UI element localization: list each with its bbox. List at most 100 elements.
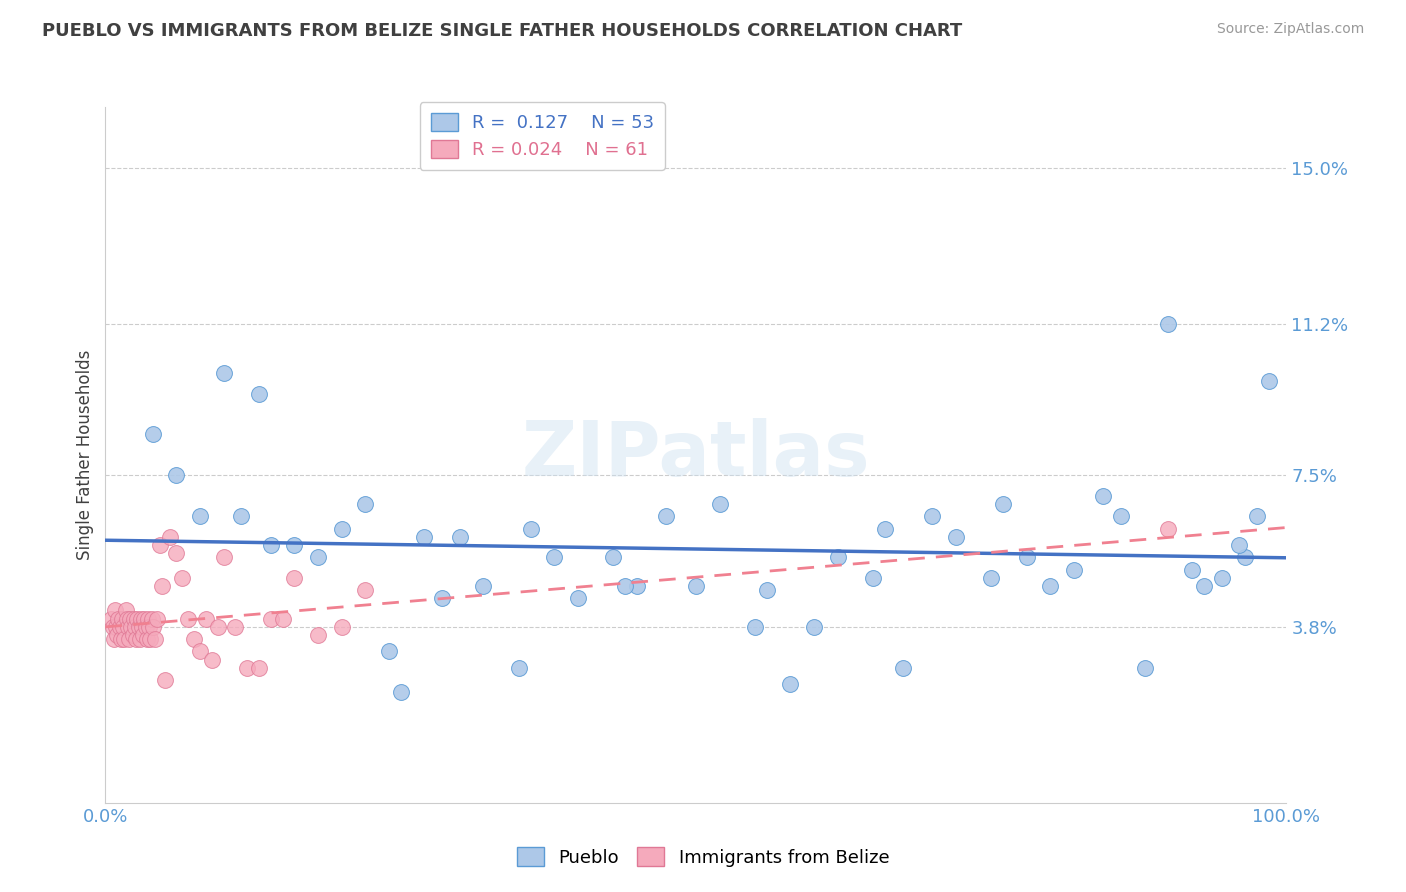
Point (120, 620, 142, 634)
Point (1109, 509, 1132, 524)
Point (159, 530, 181, 544)
Point (142, 427, 165, 442)
Point (172, 571, 194, 585)
Point (139, 632, 162, 646)
Point (188, 509, 211, 524)
Point (131, 620, 153, 634)
Point (124, 620, 146, 634)
Point (862, 571, 884, 585)
Point (247, 386, 270, 401)
Point (330, 620, 353, 634)
Point (567, 591, 589, 606)
Point (260, 612, 283, 626)
Point (129, 612, 152, 626)
Point (122, 612, 145, 626)
Point (614, 579, 637, 593)
Point (378, 644, 401, 658)
Point (112, 620, 135, 634)
Point (135, 632, 157, 646)
Point (655, 509, 678, 524)
Point (389, 685, 412, 699)
Point (212, 550, 235, 565)
Point (142, 620, 165, 634)
Point (117, 620, 139, 634)
Point (1227, 538, 1250, 552)
Point (118, 632, 141, 646)
Point (472, 579, 495, 593)
Point (165, 546, 187, 560)
Point (125, 632, 148, 646)
Point (1157, 522, 1180, 536)
Point (1015, 550, 1038, 565)
Point (236, 661, 259, 675)
Point (1133, 661, 1156, 675)
Text: ZIPatlas: ZIPatlas (522, 418, 870, 491)
Point (105, 620, 128, 634)
Point (188, 644, 211, 658)
Point (307, 628, 329, 642)
Point (1257, 374, 1279, 388)
Point (260, 538, 283, 552)
Point (508, 661, 530, 675)
Point (1063, 562, 1085, 576)
Point (110, 632, 132, 646)
Point (354, 582, 377, 597)
Point (803, 620, 825, 634)
Point (105, 628, 128, 642)
Point (519, 522, 541, 536)
Point (143, 632, 166, 646)
Point (1157, 317, 1180, 331)
Point (141, 612, 163, 626)
Point (121, 628, 143, 642)
Point (132, 628, 155, 642)
Point (128, 620, 150, 634)
Point (194, 612, 217, 626)
Point (1092, 489, 1115, 503)
Point (271, 612, 294, 626)
Point (921, 509, 943, 524)
Point (165, 468, 187, 483)
Point (108, 620, 131, 634)
Point (945, 530, 967, 544)
Point (150, 579, 173, 593)
Point (207, 620, 229, 634)
Point (307, 550, 329, 565)
Point (1181, 562, 1204, 576)
Point (101, 620, 124, 634)
Point (247, 661, 270, 675)
Legend: Pueblo, Immigrants from Belize: Pueblo, Immigrants from Belize (509, 840, 897, 874)
Point (685, 579, 707, 593)
Point (330, 522, 353, 536)
Point (873, 522, 896, 536)
Point (1246, 509, 1268, 524)
Point (354, 497, 377, 511)
Point (135, 620, 157, 634)
Point (183, 632, 205, 646)
Point (543, 550, 565, 565)
Point (744, 620, 766, 634)
Text: Source: ZipAtlas.com: Source: ZipAtlas.com (1216, 22, 1364, 37)
Point (120, 612, 142, 626)
Point (449, 530, 471, 544)
Point (779, 677, 801, 691)
Point (177, 612, 200, 626)
Point (709, 497, 731, 511)
Point (1211, 571, 1233, 585)
Point (115, 612, 138, 626)
Point (153, 673, 176, 687)
Point (626, 579, 648, 593)
Point (1192, 579, 1215, 593)
Point (114, 603, 136, 617)
Point (111, 612, 134, 626)
Point (891, 661, 914, 675)
Point (134, 612, 156, 626)
Point (430, 591, 453, 606)
Point (100, 612, 122, 626)
Y-axis label: Single Father Households: Single Father Households (76, 350, 94, 560)
Point (127, 612, 149, 626)
Point (149, 538, 172, 552)
Point (1039, 579, 1062, 593)
Point (224, 620, 246, 634)
Point (991, 497, 1014, 511)
Point (107, 612, 129, 626)
